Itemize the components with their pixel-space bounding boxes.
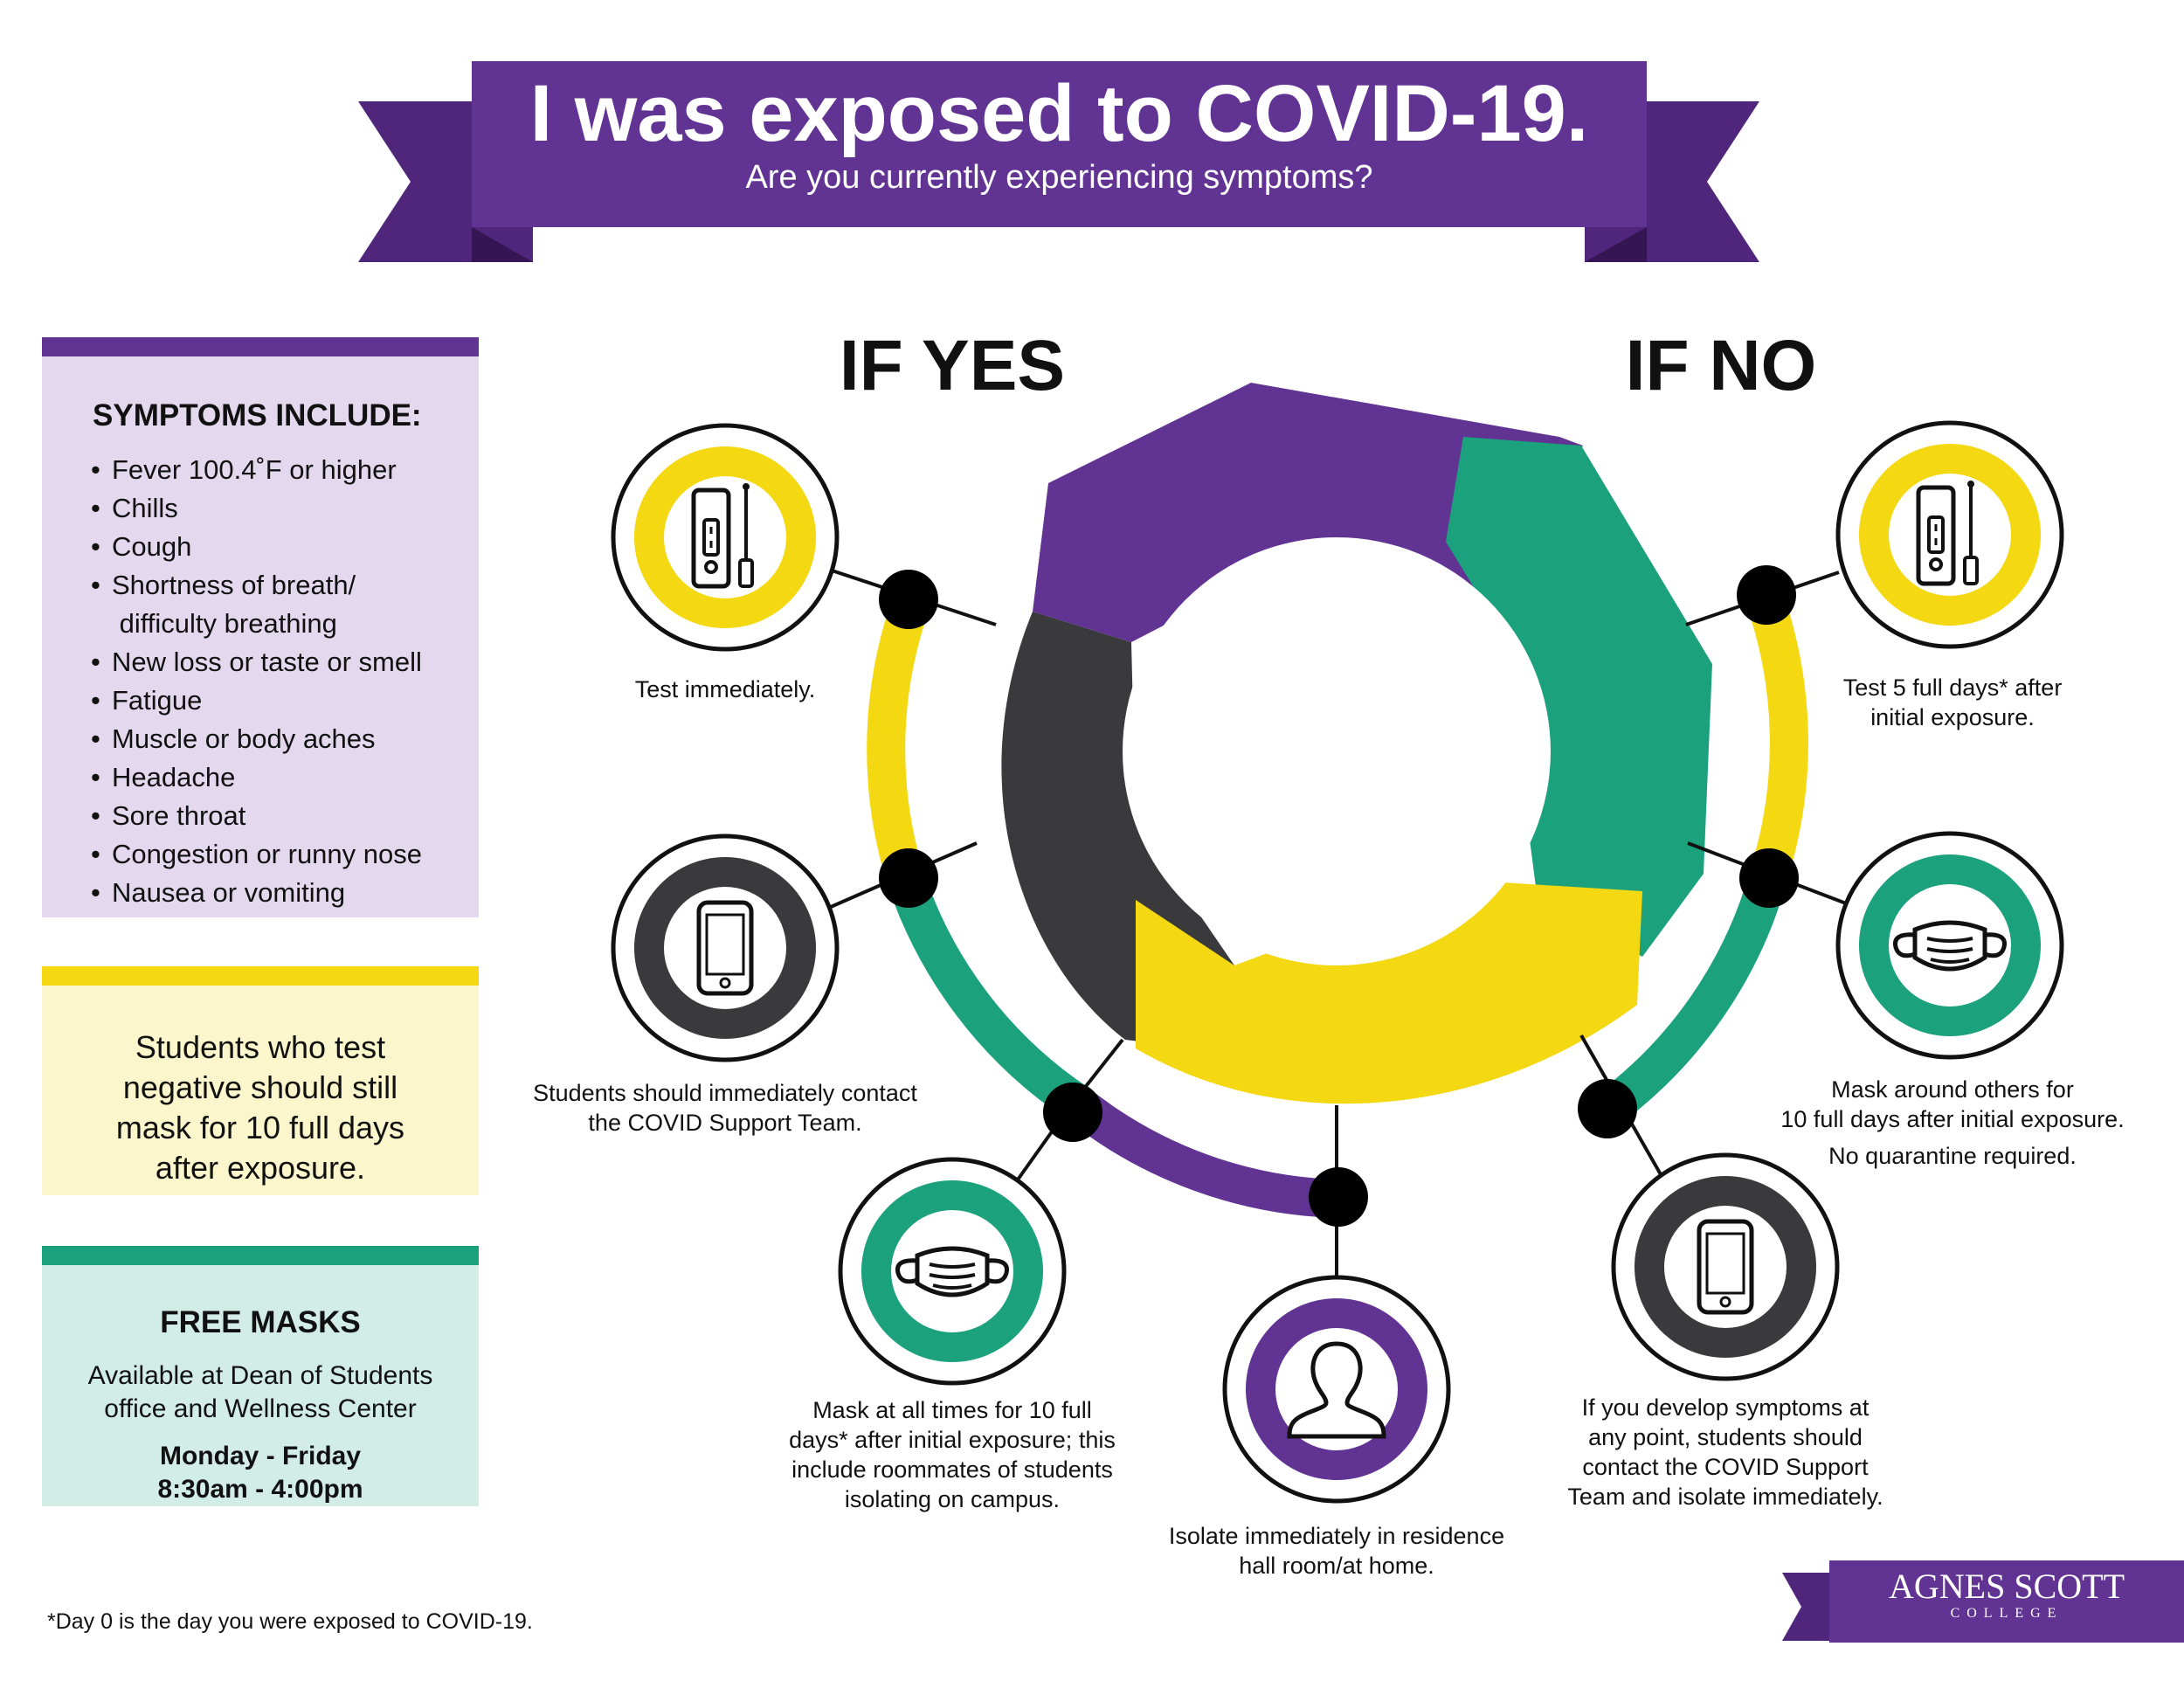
no-test-caption: Test 5 full days* after initial exposure… <box>1842 675 2063 730</box>
free-masks-location: Available at Dean of Students office and… <box>87 1361 433 1423</box>
symptoms-title: SYMPTOMS INCLUDE: <box>93 398 422 432</box>
symptom-item: Chills <box>91 489 422 528</box>
symptom-item: Cough <box>91 528 422 566</box>
symptom-item: Fatigue <box>91 681 422 720</box>
yes-mask-node <box>838 1157 1067 1386</box>
symptom-item: Shortness of breath/ difficulty breathin… <box>91 566 422 643</box>
college-logo-name: AGNES SCOTT <box>1888 1567 2125 1606</box>
no-test-node <box>1835 420 2064 649</box>
symptom-item: Fever 100.4˚F or higher <box>91 451 422 489</box>
yes-isolate-node <box>1222 1275 1451 1504</box>
yes-contact-caption: Students should immediately contact the … <box>533 1080 917 1136</box>
symptom-item: Headache <box>91 758 422 797</box>
branch-no-heading: IF NO <box>1625 326 1817 405</box>
left-path-arc <box>867 596 1341 1218</box>
no-mask-caption: Mask around others for 10 full days afte… <box>1780 1076 2125 1132</box>
negative-test-note: Students who test negative should still … <box>115 1029 405 1186</box>
symptom-item: Sore throat <box>91 797 422 835</box>
page-title: I was exposed to COVID-19. <box>529 69 1589 158</box>
phone-icon <box>1699 1221 1752 1312</box>
yes-contact-node <box>611 834 840 1062</box>
page-subtitle: Are you currently experiencing symptoms? <box>745 159 1373 196</box>
negative-test-note-panel: Students who test negative should still … <box>42 966 479 1195</box>
no-symptoms-caption: If you develop symptoms at any point, st… <box>1567 1394 1883 1510</box>
yes-test-node <box>611 423 840 652</box>
symptom-item: New loss or taste or smell <box>91 643 422 681</box>
yes-mask-caption: Mask at all times for 10 full days* afte… <box>789 1397 1116 1512</box>
central-cycle-donut <box>1001 383 1712 1104</box>
college-logo-subtitle: COLLEGE <box>1950 1606 2063 1621</box>
no-mask-node <box>1835 831 2064 1060</box>
yes-isolate-caption: Isolate immediately in residence hall ro… <box>1168 1523 1505 1579</box>
free-masks-hours: Monday - Friday 8:30am - 4:00pm <box>157 1442 363 1504</box>
symptom-item: Congestion or runny nose <box>91 835 422 874</box>
no-quarantine-caption: No quarantine required. <box>1828 1143 2077 1169</box>
title-banner <box>358 61 1759 262</box>
branch-yes-heading: IF YES <box>839 326 1066 405</box>
free-masks-title: FREE MASKS <box>160 1305 361 1339</box>
phone-icon <box>699 903 751 993</box>
right-path-arc <box>1595 587 1808 1125</box>
symptoms-panel: SYMPTOMS INCLUDE: Fever 100.4˚F or highe… <box>42 337 479 917</box>
symptom-item: Nausea or vomiting <box>91 874 422 912</box>
no-symptoms-node <box>1611 1152 1840 1381</box>
symptoms-list: Fever 100.4˚F or higher Chills Cough Sho… <box>91 451 422 912</box>
free-masks-panel: FREE MASKS Available at Dean of Students… <box>42 1246 479 1506</box>
yes-test-caption: Test immediately. <box>634 676 816 702</box>
symptom-item: Muscle or body aches <box>91 720 422 758</box>
path-nodes <box>879 565 1799 1227</box>
footnote: *Day 0 is the day you were exposed to CO… <box>47 1609 533 1634</box>
college-logo <box>1782 1560 2184 1643</box>
